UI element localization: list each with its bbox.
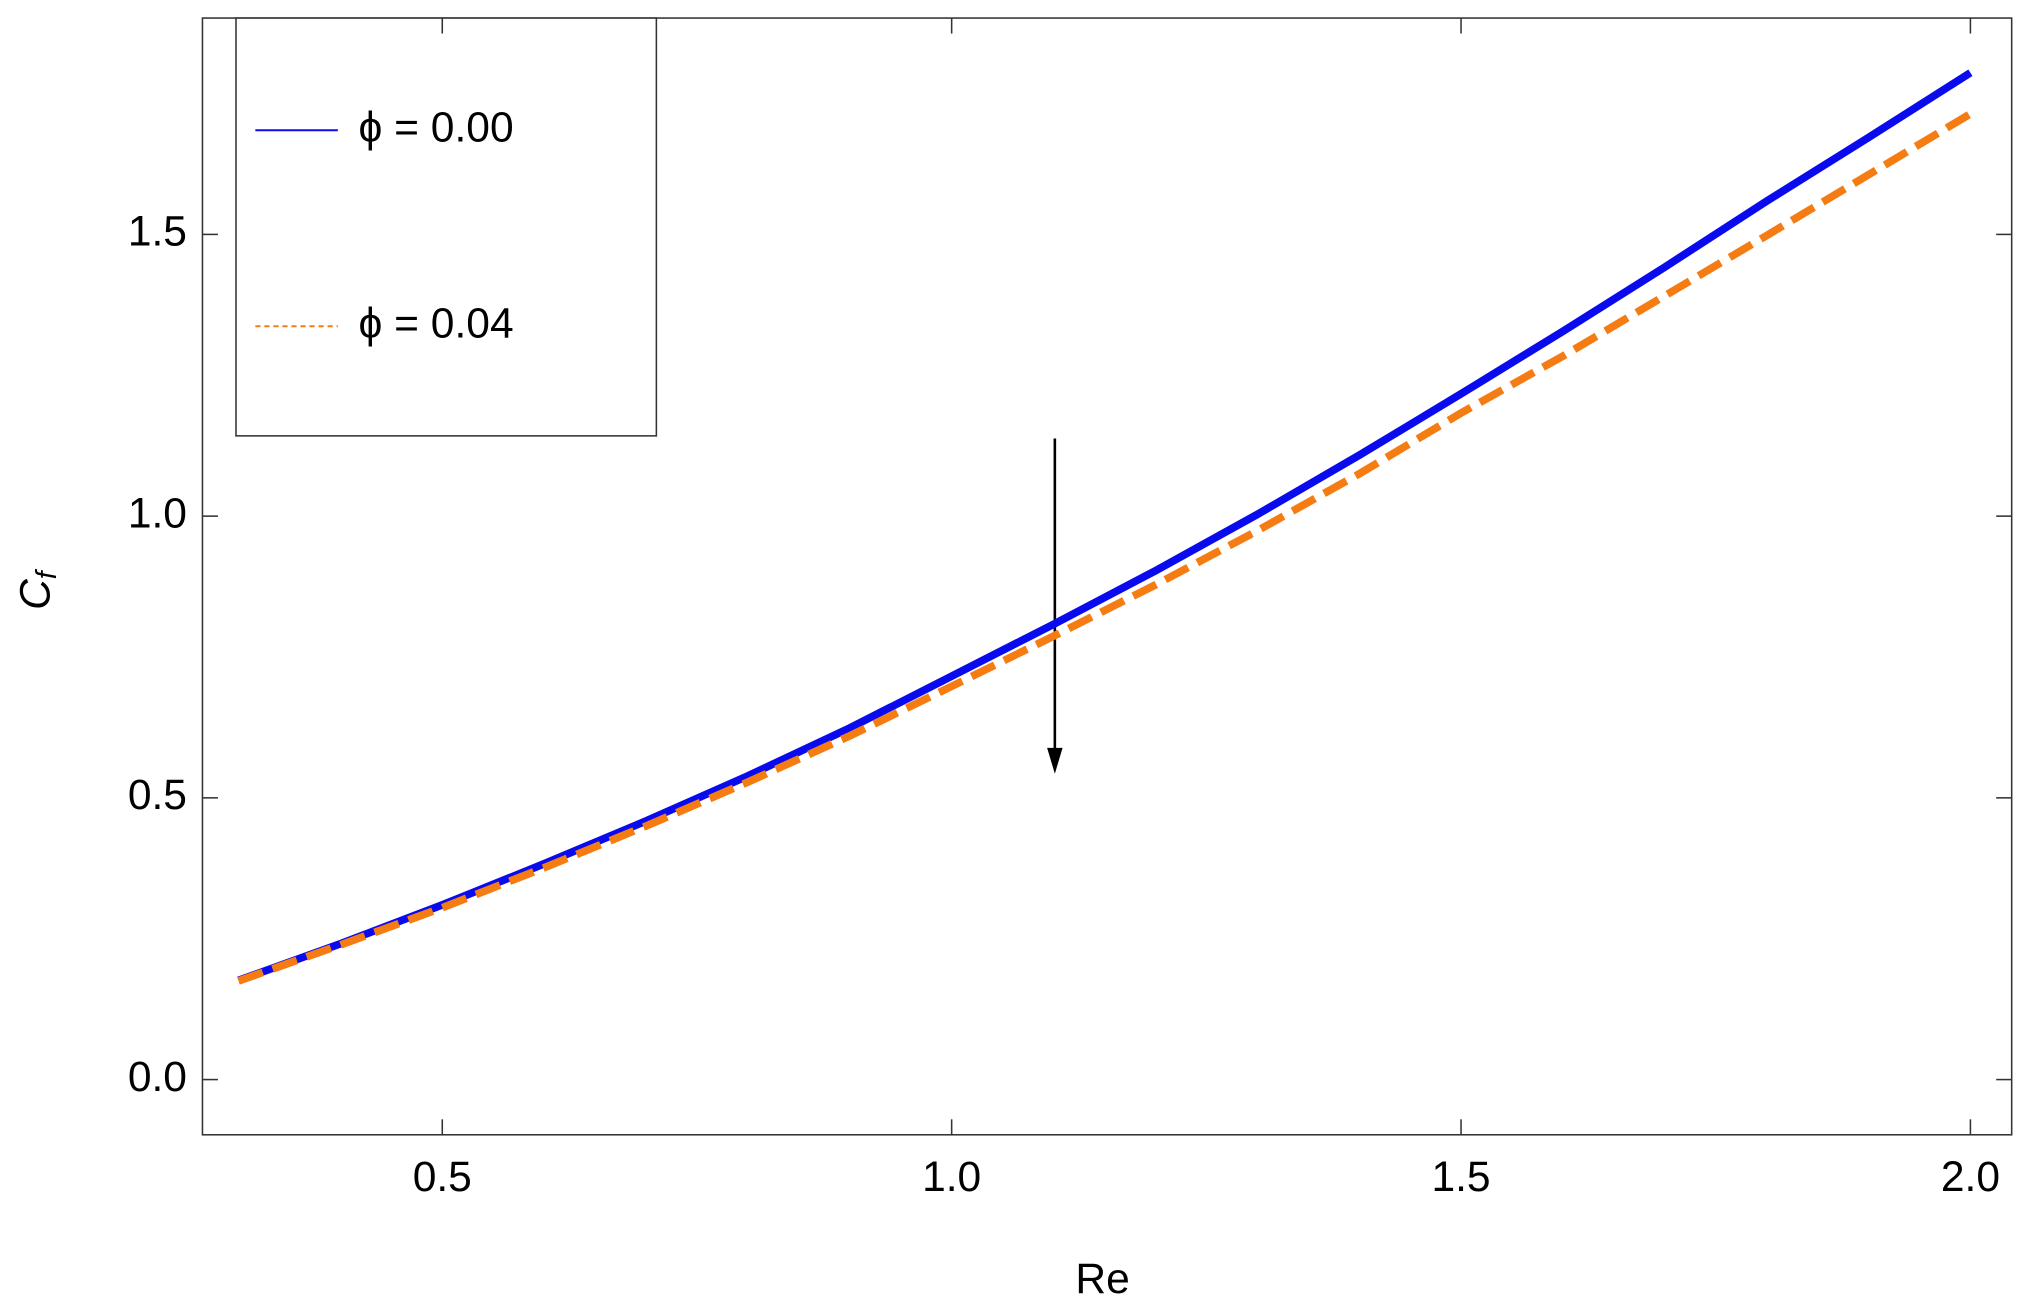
y-label-sub: f bbox=[31, 568, 63, 579]
x-tick-label: 1.5 bbox=[1431, 1153, 1490, 1201]
legend-box bbox=[235, 17, 658, 437]
series-line bbox=[237, 110, 1973, 985]
y-label-main: C bbox=[12, 579, 60, 610]
y-tick-label: 1.5 bbox=[128, 208, 187, 256]
y-tick-label: 0.0 bbox=[128, 1053, 187, 1101]
x-tick-label: 0.5 bbox=[413, 1153, 472, 1201]
x-axis-label: Re bbox=[1075, 1255, 1129, 1303]
legend-label: ϕ = 0.00 bbox=[358, 103, 513, 151]
plot-frame bbox=[201, 17, 2013, 1136]
y-tick-label: 0.5 bbox=[128, 771, 187, 819]
arrow-head bbox=[1047, 747, 1063, 774]
y-axis-label: Cf bbox=[12, 568, 64, 610]
x-tick-label: 2.0 bbox=[1941, 1153, 2000, 1201]
y-tick-label: 1.0 bbox=[128, 489, 187, 537]
legend-label: ϕ = 0.04 bbox=[358, 299, 513, 347]
x-tick-label: 1.0 bbox=[922, 1153, 981, 1201]
